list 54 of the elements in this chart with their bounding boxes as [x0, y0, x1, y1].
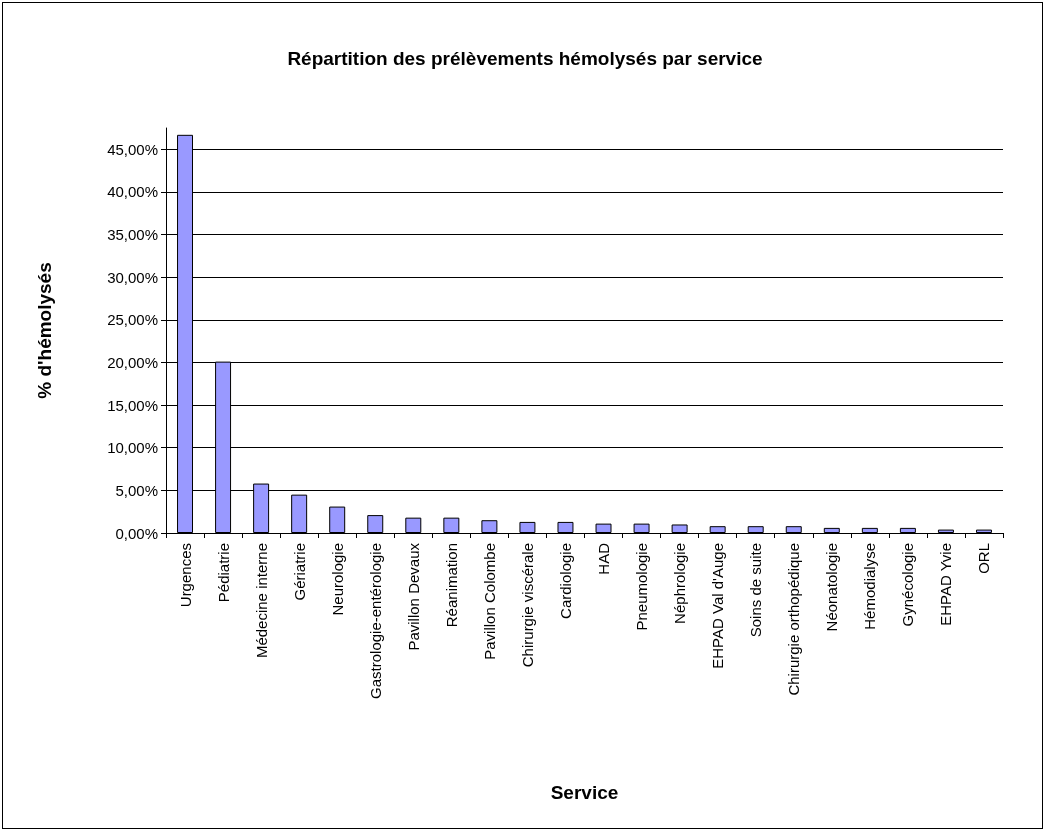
bar [709, 526, 726, 533]
x-tick-label: Pavillon Colombe [480, 543, 498, 660]
bar [633, 523, 650, 533]
bar [785, 526, 802, 533]
bar [937, 529, 954, 533]
y-tick-label: 10,00% [107, 439, 158, 457]
x-tick-label: Soins de suite [747, 543, 765, 638]
bar [747, 526, 764, 533]
bar [367, 515, 384, 533]
x-tick-label: EHPAD Val d'Auge [709, 543, 727, 669]
x-tick-label: Gastrologie-entérologie [366, 543, 384, 699]
bar [671, 524, 688, 533]
x-tick-label: Pavillon Devaux [404, 542, 422, 651]
x-tick-label: Pneumologie [633, 543, 651, 631]
x-tick-label: EHPAD Yvie [937, 543, 955, 626]
bar [291, 494, 308, 533]
y-tick-label: 25,00% [107, 311, 158, 329]
x-tick-label: HAD [595, 542, 613, 575]
x-axis-title: Service [550, 782, 619, 803]
bar [823, 527, 840, 533]
x-tick-label: Gynécologie [899, 543, 917, 627]
bar [861, 527, 878, 533]
x-tick-label: Urgences [176, 543, 194, 608]
x-tick-label: ORL [975, 543, 993, 574]
bar [595, 523, 612, 533]
x-tick-label: Cardiologie [556, 543, 574, 619]
x-tick-label: Chirurgie orthopédique [785, 543, 803, 696]
bar [975, 529, 992, 533]
bar [899, 527, 916, 533]
y-tick-label: 20,00% [107, 353, 158, 371]
y-tick-label: 40,00% [107, 183, 158, 201]
y-tick-label: 15,00% [107, 396, 158, 414]
bar [329, 506, 346, 533]
x-tick-label: Néphrologie [671, 543, 689, 624]
x-tick-label: Néonatologie [823, 543, 841, 632]
y-axis-title: % d'hémolysés [34, 262, 55, 399]
y-tick-label: 30,00% [107, 268, 158, 286]
x-tick-label: Hémodialyse [861, 543, 879, 630]
x-tick-label: Réanimation [442, 543, 460, 628]
y-tick-label: 45,00% [107, 140, 158, 158]
x-tick-label: Gériatrie [290, 543, 308, 601]
y-tick-label: 35,00% [107, 226, 158, 244]
x-tick-label: Chirurgie viscérale [518, 543, 536, 668]
x-tick-label: Médecine interne [252, 543, 270, 659]
x-tick-label: Pédiatrie [214, 543, 232, 603]
chart-title: Répartition des prélèvements hémolysés par service [287, 48, 763, 69]
bar [519, 521, 536, 533]
bar [443, 517, 460, 533]
x-tick-label: Neurologie [328, 543, 346, 616]
bar [405, 517, 422, 533]
bar [557, 521, 574, 533]
bar [481, 520, 498, 533]
y-tick-label: 5,00% [115, 481, 158, 499]
y-tick-label: 0,00% [115, 524, 158, 542]
